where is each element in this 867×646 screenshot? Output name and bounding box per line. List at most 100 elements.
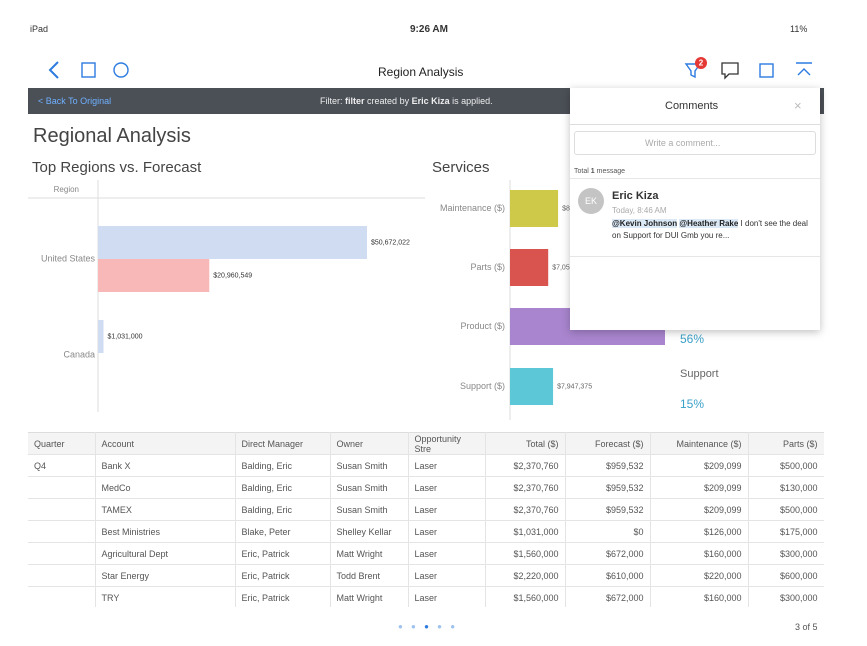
table-cell [28,564,96,587]
table-cell: $1,560,000 [485,586,566,607]
count-part: message [596,168,626,175]
category-label: Support ($) [460,381,505,391]
back-to-original[interactable]: < Back To Original [38,96,112,106]
table-cell: $500,000 [748,454,824,477]
table-cell: Star Energy [95,564,236,587]
comment-time: Today, 8:46 AM [612,206,667,215]
filter-part: filter [345,96,365,106]
table-cell: Eric, Patrick [235,586,331,607]
comments-panel: Comments × Write a comment... Total 1 me… [570,88,820,330]
stat-label: Support [680,368,719,380]
filter-badge [695,57,707,69]
table-cell: Q4 [28,454,96,477]
bar [98,320,104,353]
column-header: Total ($) [485,432,566,455]
comment-author: Eric Kiza [612,190,659,202]
table-cell: Susan Smith [330,454,409,477]
value-label: $7,050,000 [552,264,587,271]
avatar: EK [578,188,604,214]
table-cell: Balding, Eric [235,454,331,477]
filter-badge-count: 2 [699,59,704,68]
value-label: $50,672,022 [371,239,410,246]
table-cell: $300,000 [748,586,824,607]
bar [510,368,554,405]
table-cell: Susan Smith [330,476,409,499]
chart-title: Top Regions vs. Forecast [32,159,202,176]
panel-header [570,88,820,125]
divider [570,178,820,179]
battery: 11% [790,24,808,34]
table-cell: $175,000 [748,520,824,543]
close-button[interactable]: × [794,98,802,113]
column-header: Maintenance ($) [650,432,749,455]
column-header: Owner [330,432,409,455]
category-label: United States [41,253,96,263]
device-label: iPad [30,24,49,34]
table-cell: $0 [565,520,651,543]
table-cell: $2,220,000 [485,564,566,587]
table-cell: TAMEX [95,498,236,521]
column-header: Parts ($) [748,432,824,455]
table-row: Agricultural Dept Eric, Patrick Matt Wrigh… [28,542,824,565]
column-header: Forecast ($) [565,432,651,455]
collapse-button[interactable] [796,62,812,76]
table-cell: Bank X [95,454,236,477]
count-part: 1 [590,168,595,175]
table-cell: $160,000 [650,542,749,565]
stat-value: 15% [680,397,704,411]
table-cell: Laser [408,476,486,499]
table-cell: $672,000 [565,586,651,607]
table-cell: Shelley Kellar [330,520,409,543]
panel-title: Comments [665,100,719,112]
history-button[interactable] [113,62,129,78]
share-button[interactable] [759,63,774,78]
table-cell: Laser [408,586,486,607]
table-cell: Balding, Eric [235,498,331,521]
list-button[interactable] [81,62,96,78]
table-cell: $2,370,760 [485,476,566,499]
table-cell: $209,099 [650,454,749,477]
table-cell [28,476,96,499]
value-label: $7,947,375 [557,383,592,390]
category-label: Maintenance ($) [440,203,505,213]
mention[interactable]: @Heather Rake [679,219,739,228]
table-cell: Eric, Patrick [235,542,331,565]
table-cell: Agricultural Dept [95,542,236,565]
table-cell: Balding, Eric [235,476,331,499]
page-dots[interactable]: ● ● ● ● ● [398,622,459,631]
column-header: Direct Manager [235,432,331,455]
back-button[interactable] [48,61,59,79]
table-cell [28,542,96,565]
value-label: $1,031,000 [107,333,142,340]
comment-count: Total 1 message [574,168,625,175]
table-cell: Laser [408,498,486,521]
column-header: Quarter [28,432,96,455]
comment-input[interactable] [574,131,816,155]
table-cell: TRY [95,586,236,607]
mention[interactable]: @Kevin Johnson [612,219,678,228]
table-cell: Eric, Patrick [235,564,331,587]
chart-title: Services [432,159,490,176]
count-part: Total [574,168,589,175]
value-label: $20,960,549 [213,272,252,279]
nav-title: Region Analysis [378,65,464,79]
category-label: Product ($) [460,321,505,331]
table-cell: Matt Wright [330,586,409,607]
column-header: Opportunity Stre [408,432,486,455]
charts: Top Regions vs. Forecast Region Services… [28,159,719,420]
table-cell: $126,000 [650,520,749,543]
data-table: Quarter Account Direct Manager Owner Opportu… [28,432,824,607]
table-cell: $500,000 [748,498,824,521]
bar [510,190,559,227]
filter-part: is applied. [452,96,493,106]
nav-icons: 2 [48,57,812,80]
comment-placeholder: Write a comment... [645,138,721,148]
table-cell [28,520,96,543]
table-cell [28,498,96,521]
table-cell: Laser [408,542,486,565]
comment-button[interactable] [721,62,739,80]
table-cell: Laser [408,454,486,477]
filter-part: Filter: [320,96,343,106]
bar [98,226,367,259]
